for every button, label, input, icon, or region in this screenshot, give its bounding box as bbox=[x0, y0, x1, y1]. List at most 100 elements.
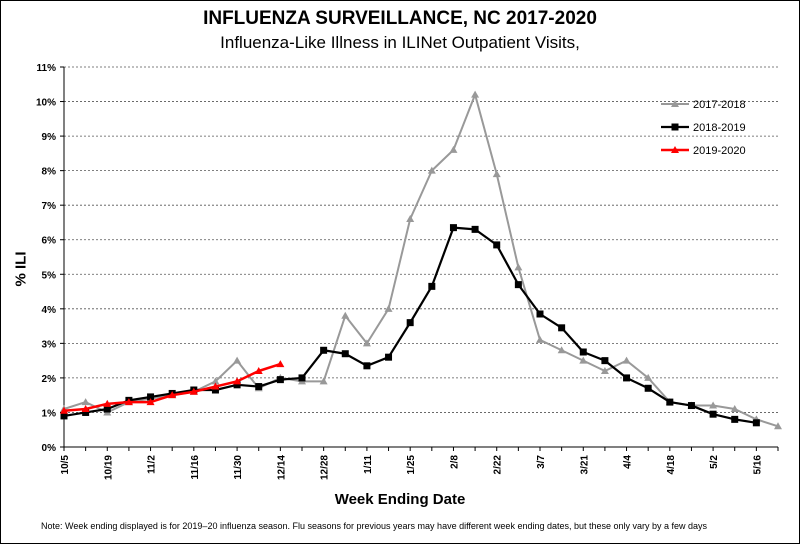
data-point-2018-2019 bbox=[428, 282, 436, 290]
x-tick-label: 12/28 bbox=[320, 455, 331, 480]
y-tick-label: 5% bbox=[42, 270, 57, 281]
data-point-2017-2018 bbox=[471, 90, 480, 98]
data-point-2017-2018 bbox=[211, 377, 220, 385]
data-point-2017-2018 bbox=[730, 405, 739, 412]
data-point-2018-2019 bbox=[255, 383, 263, 391]
y-tick-label: 3% bbox=[42, 339, 57, 350]
x-tick-label: 11/16 bbox=[190, 455, 201, 480]
data-point-2017-2018 bbox=[319, 377, 328, 385]
legend-marker-2017-2018 bbox=[671, 100, 679, 107]
data-point-2017-2018 bbox=[644, 373, 653, 381]
data-point-2018-2019 bbox=[579, 348, 587, 356]
data-point-2018-2019 bbox=[601, 357, 609, 365]
data-point-2018-2019 bbox=[514, 281, 522, 289]
data-point-2018-2019 bbox=[644, 384, 652, 392]
data-point-2018-2019 bbox=[320, 346, 328, 354]
y-tick-label: 11% bbox=[37, 63, 57, 74]
data-point-2019-2020 bbox=[254, 367, 263, 374]
legend-label-2017-2018: 2017-2018 bbox=[693, 99, 746, 111]
y-tick-label: 1% bbox=[42, 408, 57, 419]
data-point-2018-2019 bbox=[731, 415, 739, 423]
data-point-2019-2020 bbox=[146, 398, 155, 406]
data-point-2019-2020 bbox=[211, 382, 220, 390]
x-tick-label: 5/16 bbox=[752, 455, 763, 475]
data-point-2017-2018 bbox=[492, 170, 501, 178]
x-tick-label: 4/18 bbox=[666, 455, 677, 475]
x-tick-label: 10/5 bbox=[60, 455, 71, 475]
y-tick-label: 0% bbox=[42, 443, 57, 454]
y-tick-label: 4% bbox=[42, 305, 57, 316]
x-tick-label: 4/4 bbox=[623, 455, 634, 469]
data-point-2019-2020 bbox=[60, 406, 68, 414]
data-point-2018-2019 bbox=[666, 398, 674, 406]
data-point-2018-2019 bbox=[103, 405, 111, 413]
y-tick-label: 7% bbox=[42, 201, 57, 212]
data-point-2018-2019 bbox=[60, 412, 68, 420]
data-point-2018-2019 bbox=[298, 374, 306, 382]
data-point-2018-2019 bbox=[449, 224, 457, 232]
x-tick-label: 11/30 bbox=[233, 455, 244, 480]
legend-marker-2019-2020 bbox=[671, 146, 679, 153]
legend-marker-2018-2019 bbox=[671, 123, 679, 131]
x-tick-label: 12/14 bbox=[276, 455, 287, 480]
data-point-2017-2018 bbox=[622, 356, 631, 364]
y-tick-label: 9% bbox=[42, 132, 57, 143]
data-point-2019-2020 bbox=[276, 360, 285, 368]
data-point-2019-2020 bbox=[168, 391, 177, 399]
series-line-2017-2018 bbox=[63, 93, 779, 428]
data-point-2018-2019 bbox=[709, 410, 717, 418]
x-tick-label: 1/25 bbox=[406, 455, 417, 475]
data-point-2018-2019 bbox=[341, 350, 349, 358]
x-tick-label: 5/2 bbox=[709, 455, 720, 469]
data-point-2019-2020 bbox=[81, 405, 90, 412]
data-point-2018-2019 bbox=[493, 241, 501, 249]
data-point-2018-2019 bbox=[82, 408, 90, 416]
data-point-2017-2018 bbox=[406, 215, 415, 222]
data-point-2018-2019 bbox=[276, 376, 284, 384]
y-tick-label: 8% bbox=[42, 167, 57, 178]
data-point-2017-2018 bbox=[233, 356, 242, 364]
data-point-2018-2019 bbox=[558, 324, 566, 332]
series-line-2019-2020 bbox=[63, 362, 281, 412]
data-point-2017-2018 bbox=[449, 145, 458, 153]
data-point-2019-2020 bbox=[103, 399, 112, 407]
data-point-2017-2018 bbox=[709, 401, 718, 409]
data-point-2018-2019 bbox=[385, 353, 393, 361]
data-point-2018-2019 bbox=[687, 402, 695, 410]
data-point-2018-2019 bbox=[471, 225, 479, 233]
data-point-2018-2019 bbox=[363, 362, 371, 370]
data-point-2017-2018 bbox=[514, 263, 523, 271]
data-point-2017-2018 bbox=[341, 311, 350, 319]
x-tick-label: 1/11 bbox=[363, 455, 374, 474]
data-point-2017-2018 bbox=[600, 367, 609, 374]
x-tick-label: 2/8 bbox=[449, 455, 460, 469]
x-tick-label: 11/2 bbox=[147, 455, 158, 474]
data-point-2017-2018 bbox=[427, 166, 436, 174]
footnote: Note: Week ending displayed is for 2019–… bbox=[41, 521, 708, 531]
x-tick-label: 3/7 bbox=[536, 455, 547, 469]
data-point-2018-2019 bbox=[752, 419, 760, 427]
data-point-2017-2018 bbox=[536, 335, 544, 343]
x-tick-label: 10/19 bbox=[103, 455, 114, 480]
data-point-2019-2020 bbox=[189, 387, 198, 395]
data-point-2017-2018 bbox=[557, 346, 566, 354]
data-point-2017-2018 bbox=[81, 398, 90, 406]
data-point-2017-2018 bbox=[579, 356, 588, 364]
data-point-2018-2019 bbox=[536, 310, 544, 318]
data-point-2017-2018 bbox=[362, 339, 371, 347]
chart-subtitle: Influenza-Like Illness in ILINet Outpati… bbox=[220, 33, 580, 52]
legend-label-2019-2020: 2019-2020 bbox=[693, 145, 746, 157]
data-point-2018-2019 bbox=[233, 381, 241, 389]
x-tick-label: 2/22 bbox=[493, 455, 504, 475]
y-tick-label: 2% bbox=[42, 374, 57, 385]
data-point-2017-2018 bbox=[774, 422, 782, 430]
data-point-2019-2020 bbox=[124, 398, 133, 406]
data-point-2017-2018 bbox=[384, 304, 393, 312]
legend-label-2018-2019: 2018-2019 bbox=[693, 122, 746, 134]
data-point-2019-2020 bbox=[233, 377, 242, 385]
chart-title: INFLUENZA SURVEILLANCE, NC 2017-2020 bbox=[203, 8, 597, 29]
x-axis-label: Week Ending Date bbox=[334, 491, 466, 508]
y-tick-label: 10% bbox=[36, 98, 56, 109]
